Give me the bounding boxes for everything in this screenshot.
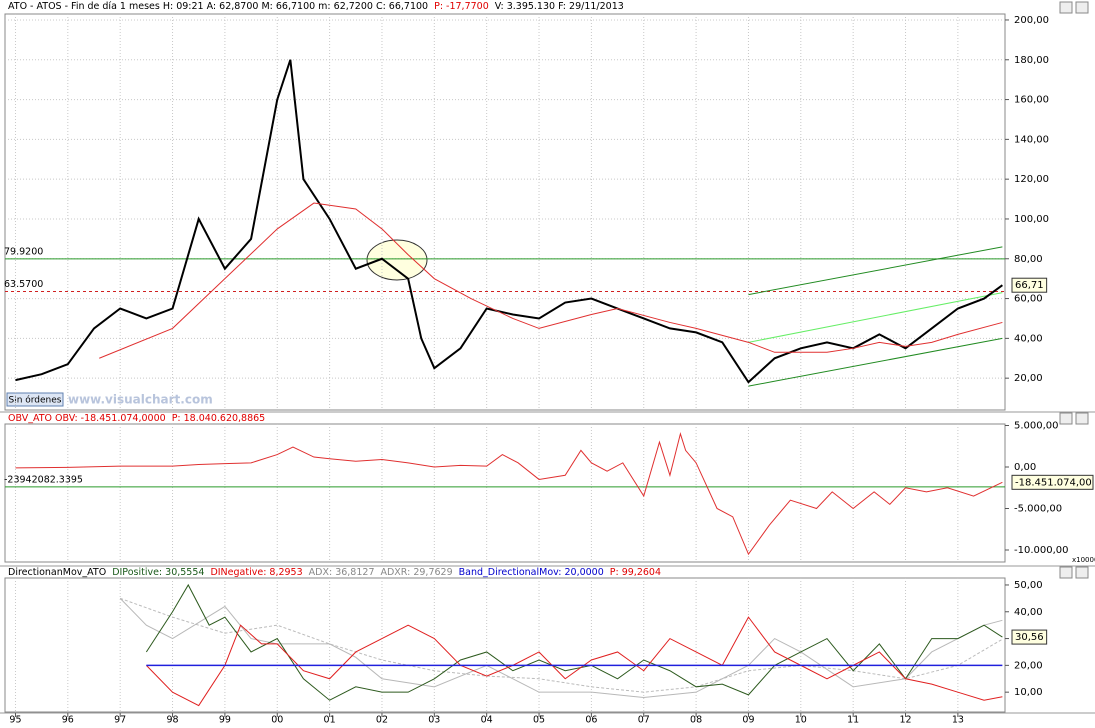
obv-frame: [4, 423, 1006, 563]
y-tick-label: 200,00: [1014, 15, 1049, 26]
header-item: P: 18.040.620,8865: [172, 413, 266, 424]
x-tick-label: 03: [428, 715, 440, 726]
last-value-label: 66,71: [1015, 280, 1044, 291]
x-tick-label: 06: [585, 715, 597, 726]
x-tick-label: 96: [62, 715, 74, 726]
last-value-box: [1011, 629, 1048, 645]
trendline: [748, 337, 1003, 387]
header-item: P: -17,7700: [434, 1, 489, 12]
series-line: [15, 59, 1003, 384]
x-tick-label: 13: [952, 715, 964, 726]
level-label: -23942082.3395: [4, 474, 83, 485]
last-value-box: [1011, 277, 1048, 293]
x-tick-label: 98: [166, 715, 178, 726]
watermark: www.visualchart.com: [68, 393, 213, 407]
header-item: Band_DirectionalMov: 20,0000: [459, 567, 604, 578]
x-tick-label: 97: [114, 715, 126, 726]
y-tick-label: 180,00: [1014, 55, 1049, 66]
series-line: [99, 202, 1003, 359]
header-item: DINegative: 8,2953: [210, 567, 302, 578]
x-tick-label: 01: [324, 715, 336, 726]
trendline: [748, 246, 1003, 296]
price-frame: [4, 13, 1006, 411]
series-line: [145, 583, 1003, 701]
panel-header: OBV_ATO OBV: -18.451.074,0000 P: 18.040.6…: [8, 413, 265, 424]
y-tick-label: 60,00: [1014, 294, 1043, 305]
y-tick-label: -10.000,00: [1014, 545, 1069, 556]
header-item: ATO - ATOS - Fin de día 1 meses H: 09:21…: [8, 1, 428, 12]
y-tick-label: 40,00: [1014, 607, 1043, 618]
y-tick-label: 20,00: [1014, 660, 1043, 671]
orders-button-label[interactable]: Sin órdenes: [8, 395, 61, 406]
series-line: [15, 431, 1003, 556]
close-button[interactable]: [1075, 412, 1089, 425]
header-item: P: 99,2604: [610, 567, 661, 578]
close-button[interactable]: [1075, 1, 1089, 14]
level-label: 79.9200: [4, 246, 43, 257]
level-label: 63.5700: [4, 279, 43, 290]
x-tick-label: 12: [899, 715, 911, 726]
x-tick-label: 95: [9, 715, 21, 726]
min-button[interactable]: [1059, 1, 1073, 14]
header-item: ADXR: 29,7629: [380, 567, 452, 578]
header-item: DIPositive: 30,5554: [112, 567, 204, 578]
y-tick-label: 160,00: [1014, 95, 1049, 106]
x-tick-label: 07: [638, 715, 650, 726]
x-tick-label: 11: [847, 715, 859, 726]
x-tick-label: 02: [376, 715, 388, 726]
min-button[interactable]: [1059, 412, 1073, 425]
y-tick-label: 120,00: [1014, 174, 1049, 185]
y-tick-label: 100,00: [1014, 214, 1049, 225]
x-tick-label: 09: [742, 715, 754, 726]
panel-header: ATO - ATOS - Fin de día 1 meses H: 09:21…: [8, 1, 624, 12]
trendline: [748, 292, 1003, 343]
header-item: V: 3.395.130 F: 29/11/2013: [495, 1, 624, 12]
close-button[interactable]: [1075, 566, 1089, 579]
window-buttons[interactable]: [1059, 1, 1089, 579]
last-value-label: 30,56: [1015, 632, 1044, 643]
series-line: [146, 616, 1003, 707]
x-tick-label: 08: [690, 715, 702, 726]
x-tick-label: 04: [481, 715, 493, 726]
header-item: OBV_ATO OBV: -18.451.074,0000: [8, 413, 166, 424]
panel-header: DirectionanMov_ATO DIPositive: 30,5554 DIN…: [8, 567, 661, 578]
y-tick-label: 0,00: [1014, 462, 1036, 473]
last-value-label: -18.451.074,00: [1015, 477, 1092, 488]
x-tick-label: 99: [219, 715, 231, 726]
y-tick-label: 20,00: [1014, 373, 1043, 384]
dmi-frame: [4, 577, 1006, 713]
header-item: DirectionanMov_ATO: [8, 567, 106, 578]
axis-unit: x10000: [1072, 556, 1095, 564]
y-tick-label: 80,00: [1014, 254, 1043, 265]
y-tick-label: -5.000,00: [1014, 503, 1062, 514]
y-tick-label: 10,00: [1014, 687, 1043, 698]
x-tick-label: 05: [533, 715, 545, 726]
series-line: [119, 598, 1003, 699]
last-value-box: [1011, 474, 1094, 490]
x-tick-label: 10: [795, 715, 807, 726]
y-tick-label: 50,00: [1014, 580, 1043, 591]
y-tick-label: 5.000,00: [1014, 421, 1059, 432]
y-tick-label: 40,00: [1014, 333, 1043, 344]
orders-button[interactable]: [6, 392, 64, 407]
y-tick-label: 140,00: [1014, 134, 1049, 145]
header-item: ADX: 36,8127: [309, 567, 375, 578]
x-tick-label: 00: [271, 715, 283, 726]
min-button[interactable]: [1059, 566, 1073, 579]
